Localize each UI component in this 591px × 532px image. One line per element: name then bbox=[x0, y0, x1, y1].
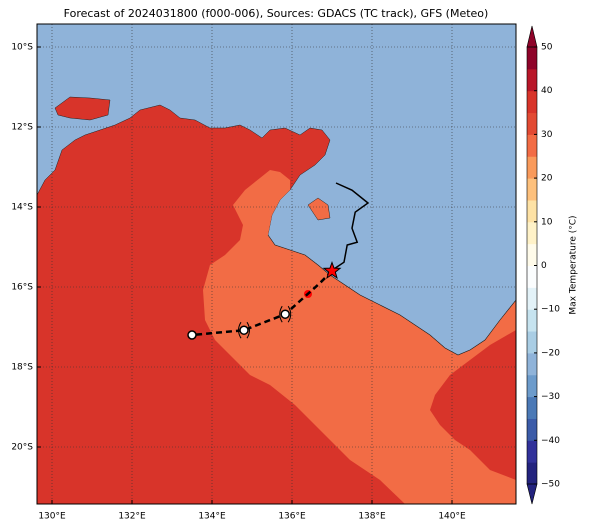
colorbar-band bbox=[527, 440, 537, 463]
map-frame bbox=[36, 23, 517, 505]
forecast-point bbox=[239, 325, 249, 335]
colorbar-tick-label: 20 bbox=[541, 174, 553, 184]
colorbar-band bbox=[527, 221, 537, 245]
grid bbox=[37, 24, 516, 504]
colorbar-band bbox=[527, 418, 537, 441]
colorbar-band bbox=[527, 309, 537, 332]
colorbar-tick-label: 40 bbox=[541, 86, 553, 96]
y-tick-label: 16°S bbox=[11, 283, 33, 293]
island bbox=[307, 197, 331, 221]
colorbar-band bbox=[527, 396, 537, 419]
colorbar-tick-label: −20 bbox=[541, 348, 560, 358]
y-tick-label: 14°S bbox=[11, 203, 33, 213]
colorbar-band bbox=[527, 156, 537, 179]
x-tick-label: 132°E bbox=[118, 512, 146, 522]
x-tick-label: 134°E bbox=[198, 512, 226, 522]
colorbar-band bbox=[527, 112, 537, 135]
y-tick-label: 12°S bbox=[11, 123, 33, 133]
colorbar-tick-label: 0 bbox=[541, 261, 547, 271]
colorbar-band bbox=[527, 265, 537, 288]
colorbar-tick-label: −10 bbox=[541, 305, 560, 315]
storm-symbol bbox=[279, 305, 292, 323]
colorbar-band bbox=[527, 462, 537, 485]
colorbar-band bbox=[527, 331, 537, 354]
colorbar-band bbox=[527, 374, 537, 398]
colorbar-tick-label: 50 bbox=[541, 43, 553, 53]
colorbar-extend bbox=[526, 25, 538, 48]
coastline bbox=[267, 234, 516, 356]
colorbar-label: Max Temperature (°C) bbox=[569, 215, 579, 314]
colorbar-tick-label: −40 bbox=[541, 436, 560, 446]
colorbar-band bbox=[527, 68, 537, 92]
colorbar-tick-label: 10 bbox=[541, 217, 553, 227]
colorbar-band bbox=[527, 287, 537, 310]
colorbar-band bbox=[527, 134, 537, 157]
current-position bbox=[322, 261, 342, 280]
forecast-point bbox=[187, 330, 197, 340]
map-area bbox=[37, 24, 516, 504]
colorbar-extend bbox=[526, 483, 538, 505]
colorbar-band bbox=[527, 199, 537, 223]
colorbar-tick-label: −30 bbox=[541, 392, 560, 402]
colorbar-band bbox=[527, 178, 537, 201]
colorbar-band bbox=[527, 47, 537, 70]
past-track bbox=[331, 182, 370, 271]
x-tick-label: 136°E bbox=[278, 512, 306, 522]
colorbar-band bbox=[527, 243, 537, 266]
land-orange bbox=[203, 170, 516, 504]
y-tick-label: 18°S bbox=[11, 363, 33, 373]
colorbar: −50 −40 −30 −20 −10 0 10 20 30 40 50 Max Temperatur… bbox=[526, 25, 579, 505]
tracks bbox=[187, 182, 370, 340]
colorbar-band bbox=[527, 90, 537, 114]
forecast-point bbox=[280, 309, 290, 319]
x-tick-label: 138°E bbox=[358, 512, 386, 522]
colorbar-tick-label: 30 bbox=[541, 130, 553, 140]
storm-symbol bbox=[238, 321, 250, 339]
x-tick-label: 130°E bbox=[38, 512, 66, 522]
colorbar-band bbox=[527, 352, 537, 376]
y-tick-label: 10°S bbox=[11, 43, 33, 53]
x-tick-label: 140°E bbox=[438, 512, 466, 522]
island bbox=[54, 96, 111, 121]
y-tick-label: 20°S bbox=[11, 443, 33, 453]
colorbar-tick-label: −50 bbox=[541, 480, 560, 490]
title: Forecast of 2024031800 (f000-006), Sourc… bbox=[64, 7, 489, 20]
